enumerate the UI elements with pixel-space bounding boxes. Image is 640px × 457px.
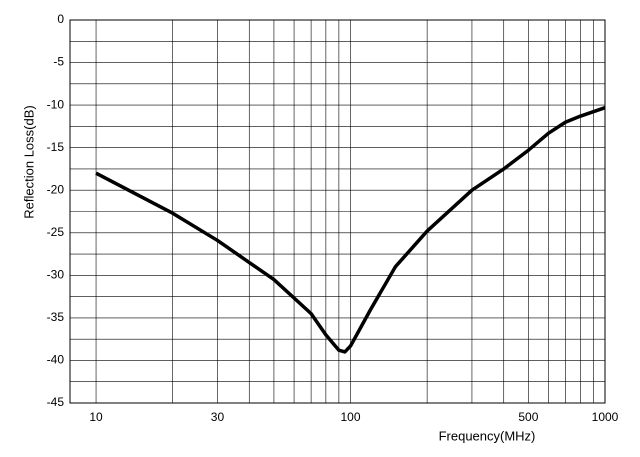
y-tick-label: 0 <box>57 12 64 26</box>
x-tick-label: 100 <box>341 410 361 424</box>
x-axis-title: Frequency(MHz) <box>439 428 536 443</box>
y-axis-title: Reflection Loss(dB) <box>21 105 36 218</box>
y-tick-label: -35 <box>47 310 65 324</box>
line-series <box>95 106 606 354</box>
y-tick-label: -40 <box>47 353 65 367</box>
y-tick-label: -10 <box>47 97 65 111</box>
y-tick-label: -30 <box>47 268 65 282</box>
x-tick-label: 10 <box>89 410 103 424</box>
y-tick-label: -25 <box>47 225 65 239</box>
x-tick-label: 30 <box>211 410 225 424</box>
y-tick-label: -45 <box>47 395 65 409</box>
y-tick-label: -15 <box>47 140 65 154</box>
x-tick-label: 1000 <box>592 410 619 424</box>
x-tick-label: 500 <box>518 410 538 424</box>
y-tick-label: -5 <box>53 55 64 69</box>
y-tick-label: -20 <box>47 182 65 196</box>
plot-frame <box>69 19 606 404</box>
